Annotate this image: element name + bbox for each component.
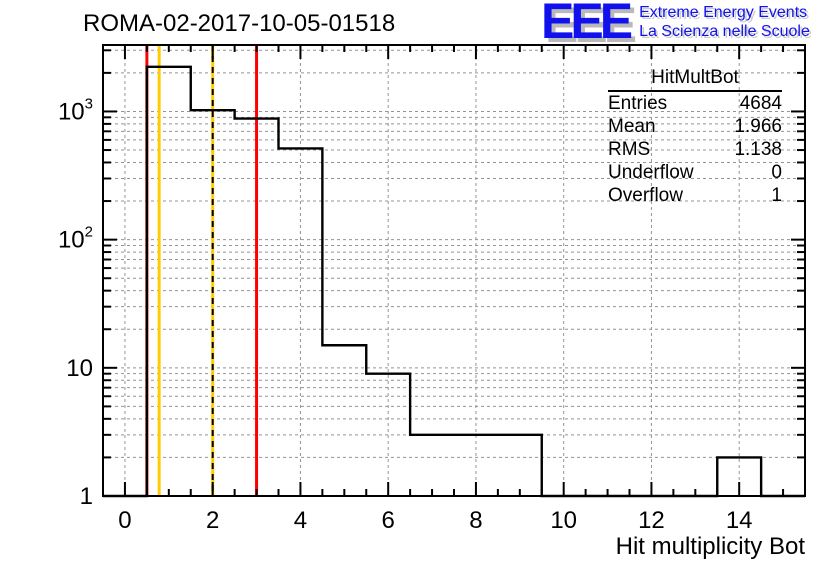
stats-label: RMS [608, 139, 651, 160]
y-tick-label: 10 [66, 355, 93, 382]
stats-label: Mean [608, 116, 656, 137]
stats-row-underflow: Underflow 0 [608, 161, 782, 184]
y-tick-label: 103 [58, 95, 93, 125]
eee-logo-line1: Extreme Energy Events [639, 4, 808, 21]
stats-row-mean: Mean 1.966 [608, 115, 782, 138]
x-tick-label: 2 [206, 507, 219, 534]
stats-value: 1.138 [734, 139, 782, 160]
x-tick-label: 6 [382, 507, 395, 534]
eee-logo-acronym: EEE [541, 0, 633, 49]
eee-logo-subtitle: Extreme Energy Events La Scienza nelle S… [639, 0, 810, 41]
x-tick-label: 8 [469, 507, 482, 534]
stats-value: 1.966 [734, 116, 782, 137]
stats-row-overflow: Overflow 1 [608, 184, 782, 207]
stats-label: Overflow [608, 185, 683, 206]
x-tick-label: 0 [118, 507, 131, 534]
stats-box-title: HitMultBot [608, 67, 782, 92]
y-tick-label: 102 [58, 224, 93, 254]
y-tick-label: 1 [80, 483, 93, 510]
stats-value: 0 [771, 162, 782, 183]
stats-row-rms: RMS 1.138 [608, 138, 782, 161]
stats-value: 1 [771, 185, 782, 206]
stats-label: Underflow [608, 162, 694, 183]
stats-value: 4684 [739, 93, 782, 114]
x-axis-title: Hit multiplicity Bot [615, 533, 805, 560]
stats-row-entries: Entries 4684 [608, 92, 782, 115]
axis-tick-labels: 0 2 4 6 8 10 12 14 1 10 102 103 [58, 95, 753, 534]
plot-title: ROMA-02-2017-10-05-01518 [83, 10, 396, 37]
eee-logo: EEE Extreme Energy Events La Scienza nel… [541, 0, 810, 49]
x-tick-label: 14 [726, 507, 753, 534]
axis-ticks [103, 45, 805, 496]
stats-label: Entries [608, 93, 668, 114]
eee-logo-line2: La Scienza nelle Scuole [639, 23, 810, 40]
marker-lines [145, 45, 259, 496]
x-tick-label: 10 [550, 507, 577, 534]
x-tick-label: 4 [294, 507, 307, 534]
x-tick-label: 12 [638, 507, 665, 534]
stats-box: HitMultBot Entries 4684 Mean 1.966 RMS 1… [608, 67, 782, 207]
